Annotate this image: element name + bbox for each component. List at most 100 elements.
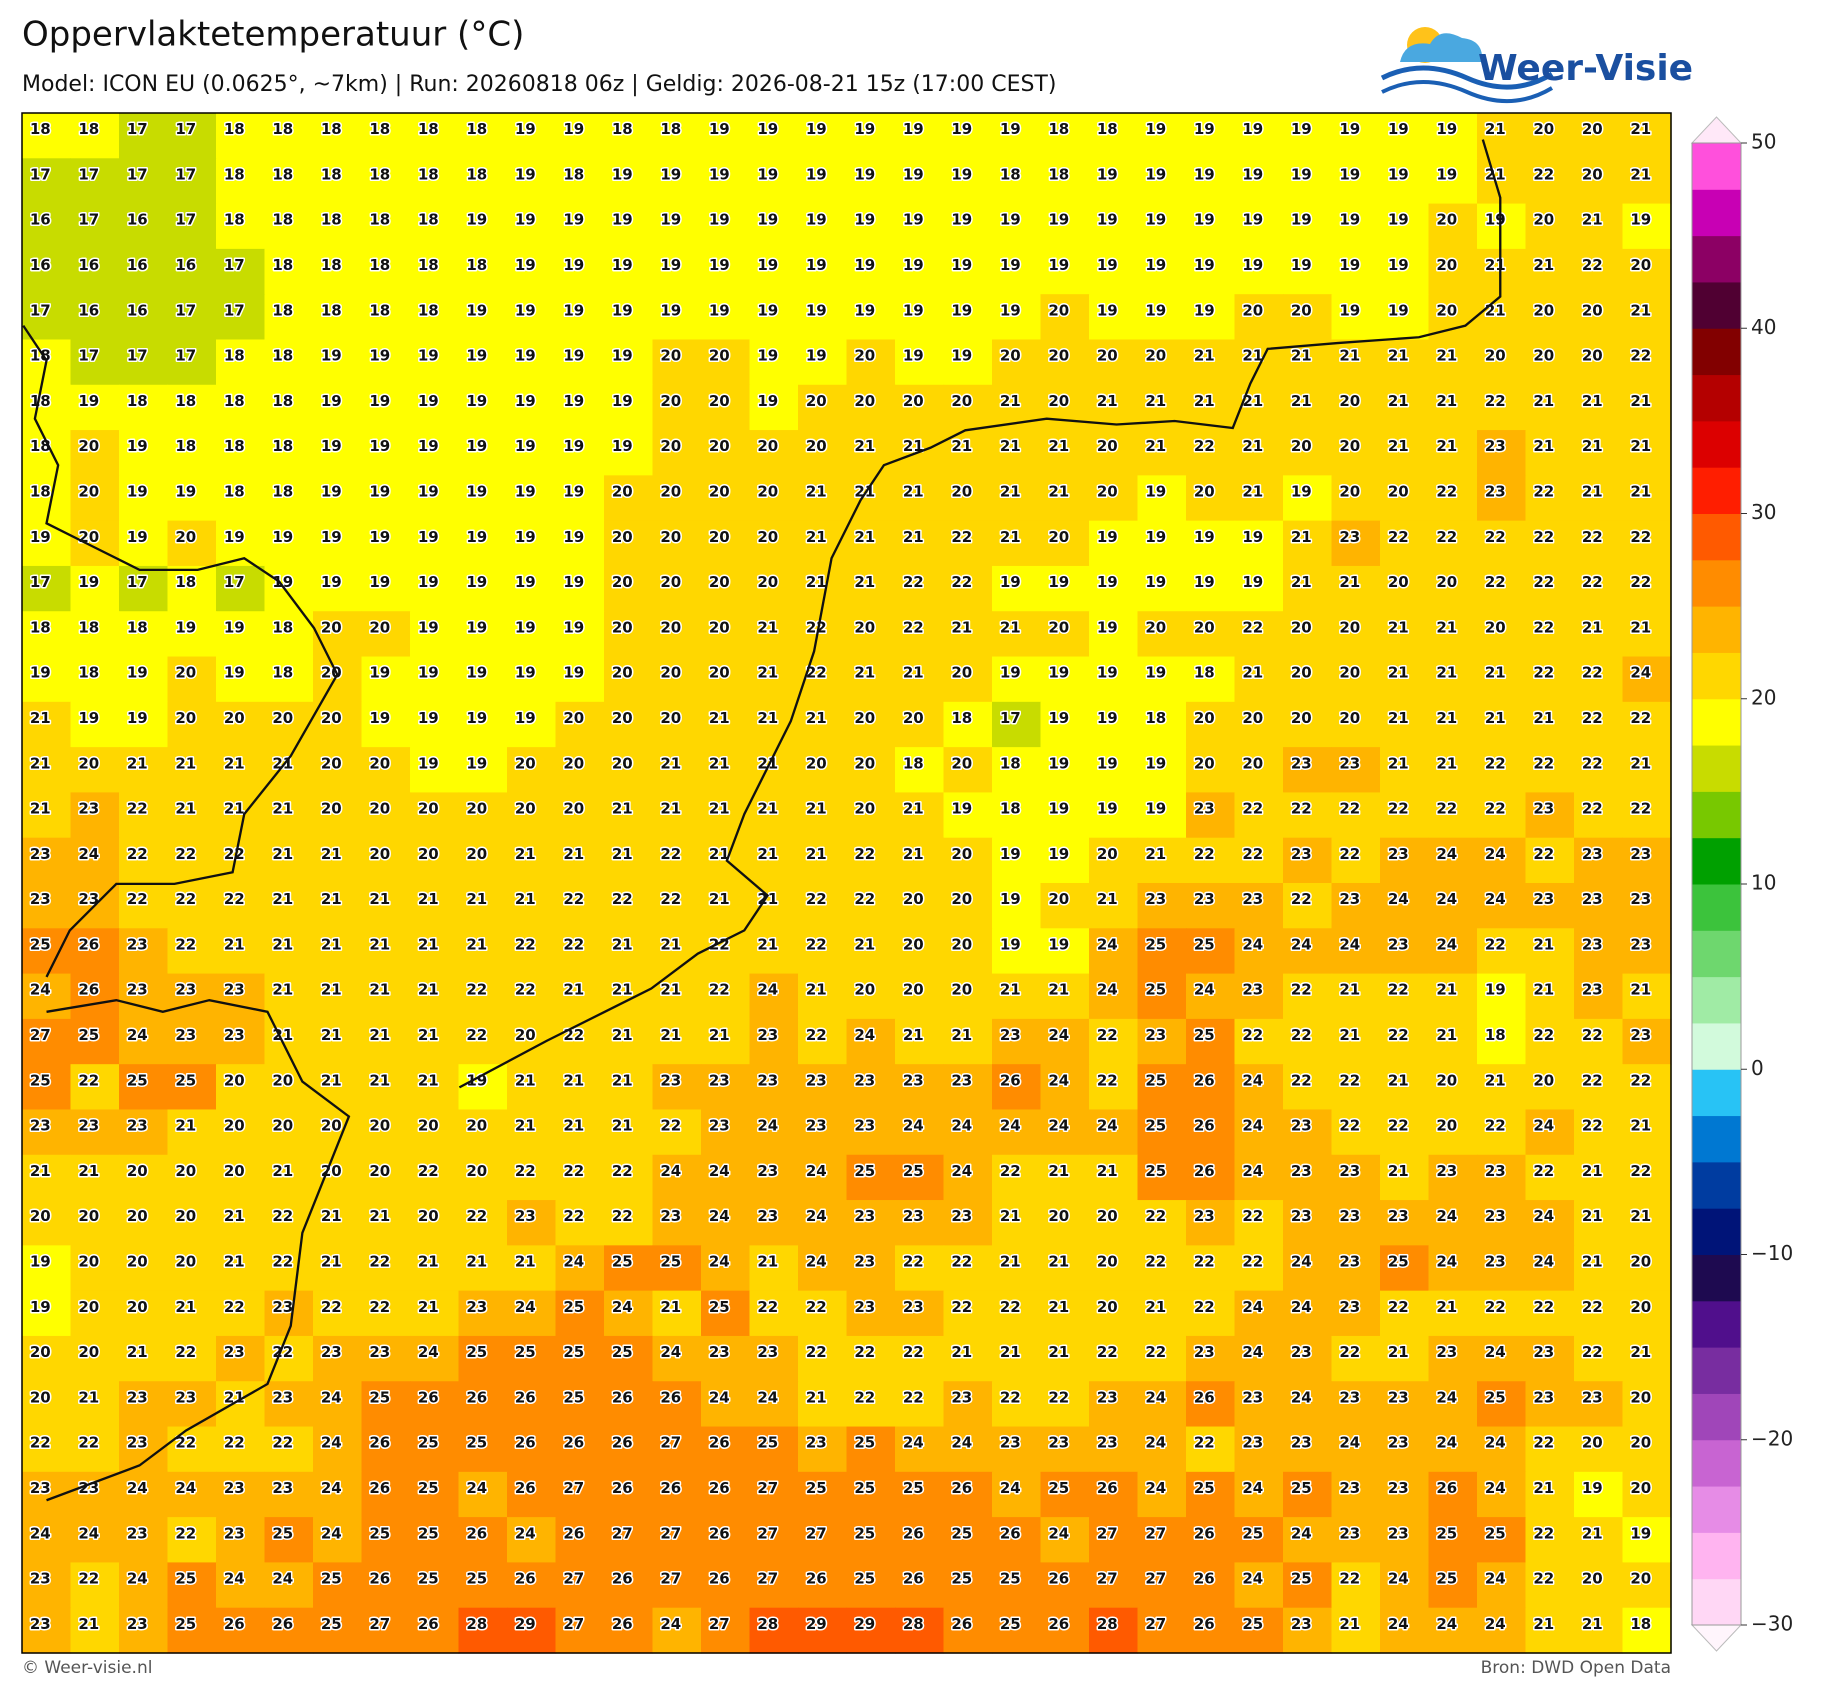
temperature-label: 22 bbox=[1339, 800, 1360, 818]
temperature-cell bbox=[749, 565, 799, 612]
temperature-label: 18 bbox=[369, 301, 390, 319]
temperature-cell bbox=[1283, 248, 1333, 295]
temperature-cell bbox=[167, 294, 217, 341]
temperature-label: 24 bbox=[78, 845, 99, 863]
temperature-label: 19 bbox=[1630, 1524, 1651, 1542]
colorbar-band bbox=[1692, 1439, 1741, 1487]
colorbar-band bbox=[1692, 1208, 1741, 1255]
temperature-cell bbox=[507, 339, 557, 386]
temperature-label: 23 bbox=[951, 1071, 972, 1089]
temperature-label: 22 bbox=[1291, 1026, 1312, 1044]
temperature-cell bbox=[1574, 520, 1624, 567]
temperature-cell bbox=[1622, 203, 1672, 250]
temperature-cell bbox=[1574, 339, 1624, 386]
temperature-cell bbox=[555, 339, 605, 386]
temperature-label: 21 bbox=[1533, 935, 1554, 953]
temperature-label: 24 bbox=[563, 1253, 584, 1271]
temperature-cell bbox=[1234, 475, 1284, 522]
temperature-cell bbox=[264, 113, 314, 159]
temperature-cell bbox=[846, 203, 896, 250]
colorbar-band bbox=[1692, 1161, 1741, 1209]
temperature-cell bbox=[216, 475, 266, 522]
temperature-label: 19 bbox=[515, 437, 536, 455]
temperature-label: 21 bbox=[660, 981, 681, 999]
temperature-label: 18 bbox=[1048, 165, 1069, 183]
temperature-label: 22 bbox=[418, 1162, 439, 1180]
temperature-cell bbox=[458, 475, 508, 522]
temperature-label: 16 bbox=[127, 301, 148, 319]
temperature-label: 21 bbox=[1630, 437, 1651, 455]
temperature-label: 20 bbox=[224, 1117, 245, 1135]
temperature-cell bbox=[604, 203, 654, 250]
temperature-label: 20 bbox=[1291, 618, 1312, 636]
temperature-label: 19 bbox=[515, 618, 536, 636]
temperature-cell bbox=[895, 701, 945, 748]
temperature-label: 21 bbox=[418, 890, 439, 908]
temperature-cell bbox=[555, 701, 605, 748]
temperature-label: 20 bbox=[563, 754, 584, 772]
temperature-label: 19 bbox=[127, 528, 148, 546]
temperature-label: 21 bbox=[1388, 664, 1409, 682]
temperature-label: 19 bbox=[1339, 211, 1360, 229]
temperature-cell bbox=[846, 430, 896, 476]
temperature-label: 20 bbox=[1048, 618, 1069, 636]
temperature-label: 20 bbox=[1582, 165, 1603, 183]
temperature-cell bbox=[1622, 113, 1672, 159]
temperature-cell bbox=[1380, 520, 1430, 567]
temperature-cell bbox=[895, 384, 945, 431]
temperature-label: 18 bbox=[272, 165, 293, 183]
temperature-label: 20 bbox=[757, 573, 778, 591]
temperature-cell bbox=[1574, 430, 1624, 476]
temperature-label: 19 bbox=[1145, 165, 1166, 183]
temperature-label: 20 bbox=[854, 618, 875, 636]
temperature-label: 21 bbox=[418, 935, 439, 953]
temperature-label: 21 bbox=[612, 981, 633, 999]
temperature-label: 20 bbox=[1048, 301, 1069, 319]
temperature-label: 24 bbox=[1291, 1388, 1312, 1406]
temperature-cell bbox=[167, 475, 217, 522]
temperature-cell bbox=[1331, 203, 1381, 250]
temperature-label: 19 bbox=[515, 483, 536, 501]
logo-text: Weer-Visie bbox=[1478, 48, 1693, 89]
temperature-label: 20 bbox=[951, 890, 972, 908]
temperature-cell bbox=[652, 520, 702, 567]
temperature-label: 24 bbox=[1242, 1570, 1263, 1588]
temperature-label: 19 bbox=[660, 165, 681, 183]
temperature-label: 22 bbox=[1242, 1026, 1263, 1044]
temperature-label: 20 bbox=[78, 1298, 99, 1316]
temperature-cell bbox=[1234, 294, 1284, 341]
footer-right: Bron: DWD Open Data bbox=[1481, 1658, 1671, 1678]
temperature-label: 22 bbox=[1436, 483, 1457, 501]
temperature-label: 27 bbox=[806, 1524, 827, 1542]
temperature-label: 20 bbox=[854, 754, 875, 772]
temperature-cell bbox=[216, 158, 266, 205]
colorbar-band bbox=[1692, 1532, 1741, 1580]
temperature-label: 18 bbox=[466, 165, 487, 183]
temperature-label: 22 bbox=[1048, 1388, 1069, 1406]
temperature-label: 27 bbox=[563, 1615, 584, 1633]
temperature-cell bbox=[458, 565, 508, 612]
temperature-label: 19 bbox=[224, 528, 245, 546]
temperature-label: 19 bbox=[612, 347, 633, 365]
temperature-cell bbox=[895, 339, 945, 386]
temperature-label: 20 bbox=[1194, 709, 1215, 727]
temperature-cell bbox=[1089, 475, 1139, 522]
temperature-cell bbox=[1380, 701, 1430, 748]
temperature-label: 19 bbox=[903, 347, 924, 365]
temperature-label: 19 bbox=[418, 437, 439, 455]
temperature-cell bbox=[555, 384, 605, 431]
temperature-cell bbox=[846, 747, 896, 794]
temperature-label: 27 bbox=[1145, 1615, 1166, 1633]
temperature-cell bbox=[992, 248, 1042, 295]
temperature-label: 25 bbox=[1145, 1117, 1166, 1135]
temperature-label: 19 bbox=[418, 347, 439, 365]
temperature-cell bbox=[361, 520, 411, 567]
temperature-label: 19 bbox=[951, 211, 972, 229]
temperature-cell bbox=[652, 158, 702, 205]
temperature-cell bbox=[507, 747, 557, 794]
temperature-label: 19 bbox=[1194, 165, 1215, 183]
temperature-cell bbox=[1622, 611, 1672, 658]
temperature-label: 21 bbox=[78, 1388, 99, 1406]
temperature-cell bbox=[701, 520, 751, 567]
temperature-cell bbox=[604, 384, 654, 431]
